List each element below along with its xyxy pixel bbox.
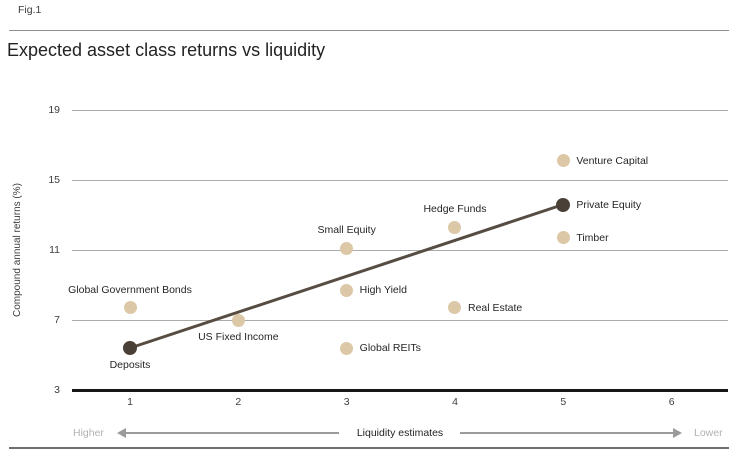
arrow-right-icon xyxy=(460,428,682,438)
y-tick-7: 7 xyxy=(54,314,60,326)
bottom-divider xyxy=(9,447,729,449)
data-point-high-yield xyxy=(340,283,354,297)
point-label-global-reits: Global REITs xyxy=(359,342,421,354)
point-label-hedge-funds: Hedge Funds xyxy=(423,203,487,216)
data-point-hedge-funds xyxy=(448,220,462,234)
data-point-venture-capital xyxy=(556,154,570,168)
data-point-real-estate xyxy=(448,301,462,315)
x-tick-5: 5 xyxy=(560,396,567,408)
point-label-small-equity: Small Equity xyxy=(317,224,376,237)
x-tick-6: 6 xyxy=(668,396,675,408)
point-label-timber: Timber xyxy=(576,231,609,244)
gridline-y-15 xyxy=(72,179,728,181)
x-tick-2: 2 xyxy=(235,396,242,408)
point-label-venture-capital: Venture Capital xyxy=(576,154,649,167)
data-point-us-fixed-income xyxy=(231,313,245,327)
x-axis-line xyxy=(72,388,728,392)
data-point-small-equity xyxy=(340,241,354,255)
data-point-deposits xyxy=(123,341,137,355)
point-label-us-fixed-income: US Fixed Income xyxy=(198,331,279,343)
gridline-y-11 xyxy=(72,249,728,251)
liquidity-lower-label: Lower xyxy=(694,427,723,439)
top-divider xyxy=(9,30,729,31)
gridline-y-19 xyxy=(72,109,728,111)
data-point-timber xyxy=(556,231,570,245)
x-tick-3: 3 xyxy=(343,396,350,408)
gridline-y-7 xyxy=(72,319,728,321)
point-label-real-estate: Real Estate xyxy=(467,301,523,314)
point-label-high-yield: High Yield xyxy=(359,284,407,297)
x-tick-4: 4 xyxy=(452,396,458,408)
figure-number: Fig.1 xyxy=(18,4,42,16)
arrow-left-icon xyxy=(117,428,339,438)
x-tick-1: 1 xyxy=(127,396,133,408)
point-label-deposits: Deposits xyxy=(109,359,151,371)
data-point-global-government-bonds xyxy=(123,301,137,315)
point-label-global-government-bonds: Global Government Bonds xyxy=(68,283,192,296)
point-label-private-equity: Private Equity xyxy=(576,198,642,211)
chart-title: Expected asset class returns vs liquidit… xyxy=(7,40,326,60)
y-tick-19: 19 xyxy=(48,104,60,116)
x-axis-label: Liquidity estimates xyxy=(356,427,444,439)
y-tick-11: 11 xyxy=(49,244,60,256)
data-point-global-reits xyxy=(340,341,354,355)
data-point-private-equity xyxy=(556,197,571,212)
liquidity-higher-label: Higher xyxy=(73,427,104,439)
y-tick-15: 15 xyxy=(48,174,60,186)
y-tick-3: 3 xyxy=(54,384,60,396)
